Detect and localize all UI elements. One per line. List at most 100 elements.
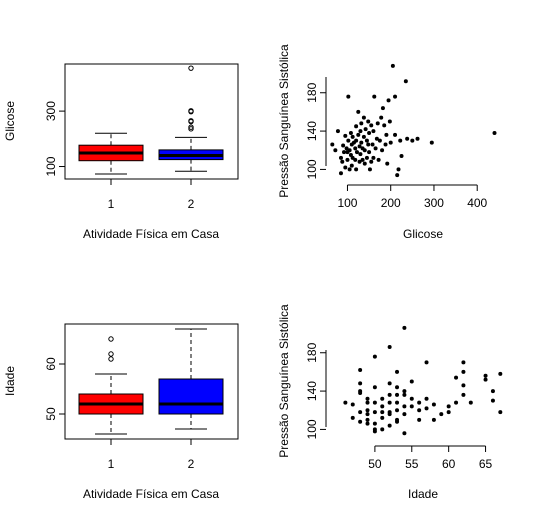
- box-2: [158, 328, 224, 430]
- data-point: [361, 115, 366, 120]
- data-point: [342, 150, 347, 155]
- y-axis: 50 60: [44, 357, 66, 421]
- data-point: [363, 127, 368, 132]
- data-point: [343, 165, 348, 170]
- point-series: [343, 325, 503, 436]
- y-tick-label: 100: [44, 156, 58, 176]
- x-tick-label: 300: [424, 196, 444, 210]
- data-point: [356, 132, 361, 137]
- data-point: [387, 381, 392, 386]
- data-point: [369, 123, 374, 128]
- data-point: [424, 396, 429, 401]
- data-point: [343, 400, 348, 405]
- data-point: [417, 417, 422, 422]
- data-point: [354, 138, 359, 143]
- data-point: [399, 154, 404, 158]
- y-tick-label: 50: [44, 407, 58, 421]
- data-point: [424, 406, 429, 411]
- data-point: [372, 94, 377, 99]
- y-axis: 100 140 180: [305, 77, 327, 179]
- data-point: [365, 417, 370, 422]
- data-point: [360, 157, 365, 162]
- data-point: [387, 392, 392, 397]
- data-point: [409, 396, 414, 401]
- data-point: [364, 138, 369, 143]
- data-point: [398, 138, 403, 143]
- y-tick-label: 140: [305, 381, 319, 401]
- data-point: [354, 150, 359, 155]
- data-point: [395, 400, 400, 405]
- data-point: [365, 412, 370, 417]
- y-tick-label: 180: [305, 82, 319, 102]
- data-point: [402, 412, 407, 417]
- box-series: [78, 328, 224, 435]
- data-point: [382, 123, 387, 128]
- data-point: [372, 421, 377, 426]
- y-axis-label: Glicose: [3, 101, 17, 141]
- data-point: [393, 94, 398, 99]
- data-point: [446, 404, 451, 409]
- data-point: [365, 396, 370, 401]
- data-point: [333, 148, 338, 153]
- data-point: [338, 171, 343, 176]
- outlier-point: [108, 336, 114, 342]
- data-point: [393, 132, 398, 137]
- data-point: [370, 142, 375, 147]
- data-point: [403, 79, 408, 84]
- point-series: [330, 63, 497, 178]
- data-point: [362, 161, 367, 166]
- y-tick-label: 60: [44, 357, 58, 371]
- x-axis-label: Idade: [408, 487, 438, 501]
- data-point: [431, 417, 436, 422]
- data-point: [461, 360, 466, 365]
- data-point: [387, 423, 392, 428]
- data-point: [429, 140, 434, 145]
- data-point: [372, 400, 377, 405]
- data-point: [350, 415, 355, 420]
- data-point: [358, 419, 363, 424]
- data-point: [354, 167, 359, 172]
- x-tick-label: 200: [381, 196, 401, 210]
- data-point: [498, 410, 503, 415]
- data-point: [369, 159, 374, 164]
- data-point: [384, 132, 389, 137]
- data-point: [357, 144, 362, 149]
- data-point: [492, 131, 497, 135]
- data-point: [367, 131, 372, 135]
- data-point: [446, 410, 451, 415]
- data-point: [454, 400, 459, 405]
- data-point: [490, 398, 495, 403]
- y-tick-label: 100: [305, 159, 319, 179]
- data-point: [396, 167, 401, 172]
- data-point: [356, 109, 361, 114]
- data-point: [345, 157, 350, 162]
- data-point: [365, 408, 370, 413]
- x-tick-label: 400: [467, 196, 487, 210]
- data-point: [347, 167, 352, 172]
- plot-frame: [338, 324, 504, 439]
- y-tick-label: 300: [44, 101, 58, 121]
- x-axis: 50 55 60 65: [368, 445, 493, 471]
- x-tick-label: 2: [188, 457, 195, 471]
- box-1: [78, 336, 144, 435]
- data-point: [431, 402, 436, 407]
- data-point: [379, 115, 384, 120]
- data-point: [362, 148, 367, 153]
- data-point: [454, 375, 459, 380]
- box-body: [158, 378, 224, 415]
- data-point: [354, 124, 359, 129]
- outlier-point: [108, 356, 114, 362]
- data-point: [424, 360, 429, 365]
- data-point: [388, 140, 393, 145]
- x-tick-label: 55: [405, 457, 419, 471]
- data-point: [417, 408, 422, 413]
- data-point: [361, 134, 366, 139]
- data-point: [402, 392, 407, 397]
- data-point: [383, 142, 388, 147]
- x-tick-label: 50: [368, 457, 382, 471]
